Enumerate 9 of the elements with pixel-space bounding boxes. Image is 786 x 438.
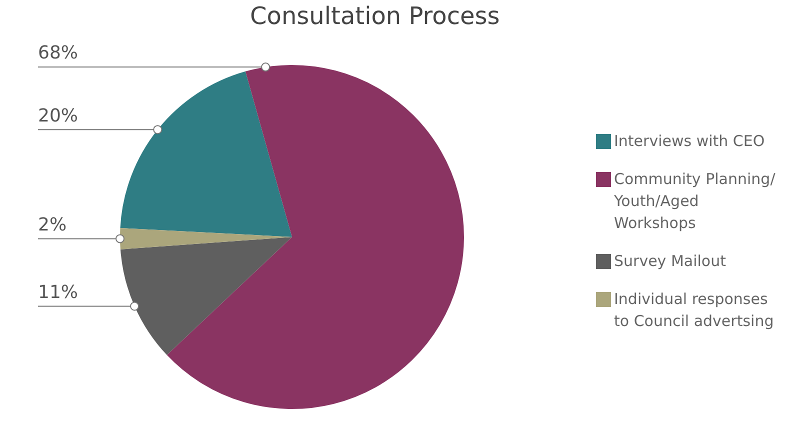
legend-label: Interviews with CEO [614,131,765,152]
data-label: 68% [38,42,78,64]
data-label: 20% [38,105,78,126]
chart-title: Consultation Process [250,2,500,30]
data-label: 2% [38,214,67,236]
legend-label: Community Planning/ Youth/Aged Workshops [614,169,776,234]
legend-label: Individual responses to Council advertsing [614,289,775,332]
data-label: 11% [38,282,78,303]
legend-label: Survey Mailout [614,251,726,272]
